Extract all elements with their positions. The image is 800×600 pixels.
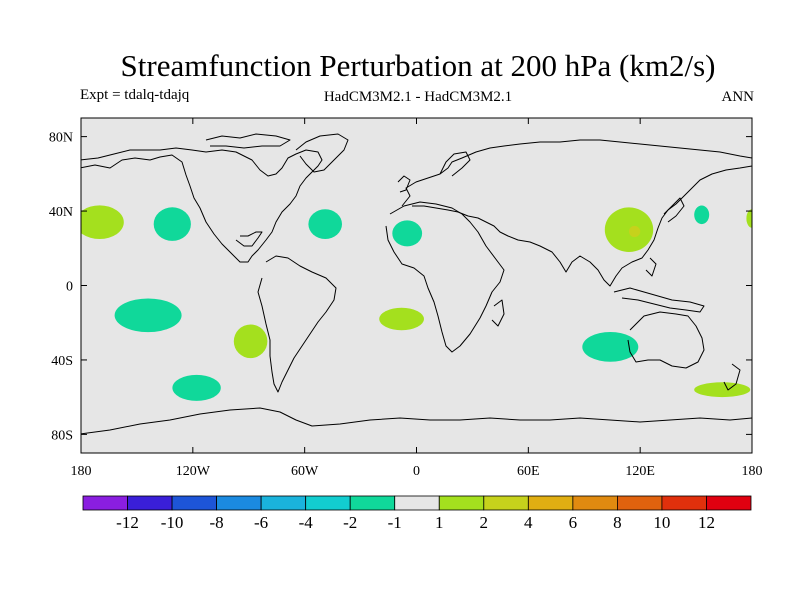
negative-anomaly-north-pacific-east [153, 207, 191, 241]
coastline-japan [663, 197, 685, 223]
y-tick-label: 40N [49, 205, 73, 220]
x-tick-label: 180 [742, 464, 763, 479]
negative-anomaly-south-pacific-mid [172, 374, 221, 401]
colorbar-bin [527, 495, 574, 511]
coastlines [81, 133, 752, 435]
colorbar-bin [171, 495, 218, 511]
y-axis: 80N 40N 0 40S 80S [49, 131, 752, 443]
colorbar-level-label: 12 [698, 513, 715, 532]
x-tick-label: 0 [413, 464, 420, 479]
colorbar-bin [661, 495, 707, 511]
coastline-maritime-continent [613, 287, 705, 313]
negative-anomaly-north-africa [392, 220, 423, 247]
colorbar-level-label: 6 [569, 513, 578, 532]
coastline-gulf-mexico [235, 231, 263, 247]
colorbar-level-label: 10 [653, 513, 670, 532]
coastline-europe-asia [401, 139, 752, 287]
colorbar-bin [706, 495, 752, 511]
x-tick-label: 120E [625, 464, 655, 479]
colorbar-bin [617, 495, 663, 511]
x-tick-label: 60E [517, 464, 540, 479]
coastline-british-isles [397, 175, 411, 193]
colorbar-bin [483, 495, 529, 511]
coastline-madagascar [491, 299, 505, 327]
coastline-philippines [645, 257, 657, 277]
colorbar-bin [260, 495, 307, 511]
colorbar-level-label: -8 [210, 513, 224, 532]
x-tick-label: 60W [291, 464, 319, 479]
plot-background [81, 118, 752, 453]
positive-anomaly-east-asia [604, 207, 654, 252]
subtitle-season: ANN [722, 89, 755, 105]
colorbar-level-label: -10 [161, 513, 184, 532]
negative-anomaly-north-atlantic-west [308, 209, 343, 240]
x-axis: 180 120W 60W 0 60E 120E 180 [71, 118, 763, 479]
positive-anomaly-south-pacific-west [694, 382, 751, 398]
colorbar-level-label: -6 [254, 513, 268, 532]
negative-anomaly-japan-east [694, 205, 710, 225]
colorbar: -12 -10 -8 -6 -4 -2 -1 1 2 4 6 8 10 12 [82, 495, 752, 532]
positive-anomaly-south-america [233, 324, 268, 359]
colorbar-level-label: -2 [343, 513, 357, 532]
colorbar-level-label: 8 [613, 513, 622, 532]
colorbar-level-label: -4 [299, 513, 314, 532]
positive-anomaly-south-atlantic [379, 307, 424, 331]
coastline-north-america [81, 147, 323, 263]
anomaly-regions [81, 205, 752, 401]
colorbar-level-label: -1 [388, 513, 402, 532]
subtitle-experiment: Expt = tdalq-tdajq [80, 87, 190, 103]
subtitle-models: HadCM3M2.1 - HadCM3M2.1 [324, 89, 512, 105]
y-tick-label: 0 [66, 280, 73, 295]
colorbar-bin [82, 495, 128, 511]
y-tick-label: 80N [49, 131, 73, 146]
coastline-antarctica [81, 407, 752, 435]
colorbar-bin [305, 495, 351, 511]
x-tick-label: 180 [71, 464, 92, 479]
y-tick-label: 80S [51, 428, 73, 443]
chart-title: Streamfunction Perturbation at 200 hPa (… [121, 48, 716, 83]
colorbar-level-label: -12 [116, 513, 139, 532]
coastline-new-zealand [723, 363, 741, 391]
x-tick-label: 120W [176, 464, 211, 479]
colorbar-bin [349, 495, 396, 511]
coastline-australia [627, 311, 705, 369]
colorbar-bin [394, 495, 440, 511]
colorbar-bin [127, 495, 173, 511]
negative-anomaly-south-pacific-tropical [114, 298, 182, 333]
y-tick-label: 40S [51, 354, 73, 369]
coastline-arctic-islands [205, 133, 291, 149]
colorbar-bin [572, 495, 618, 511]
colorbar-level-label: 4 [524, 513, 533, 532]
positive-anomaly-east-asia-core [629, 225, 641, 238]
colorbar-bin [216, 495, 262, 511]
colorbar-level-label: 2 [480, 513, 489, 532]
coastline-greenland [295, 133, 349, 173]
negative-anomaly-indian-ocean-south [582, 332, 639, 362]
coastline-south-america [257, 255, 337, 393]
coastline-scandinavia [439, 151, 471, 177]
colorbar-bin [438, 495, 485, 511]
positive-anomaly-north-pacific-dateline [81, 205, 124, 239]
colorbar-level-label: 1 [435, 513, 444, 532]
positive-anomaly-dateline-edge [746, 209, 752, 228]
